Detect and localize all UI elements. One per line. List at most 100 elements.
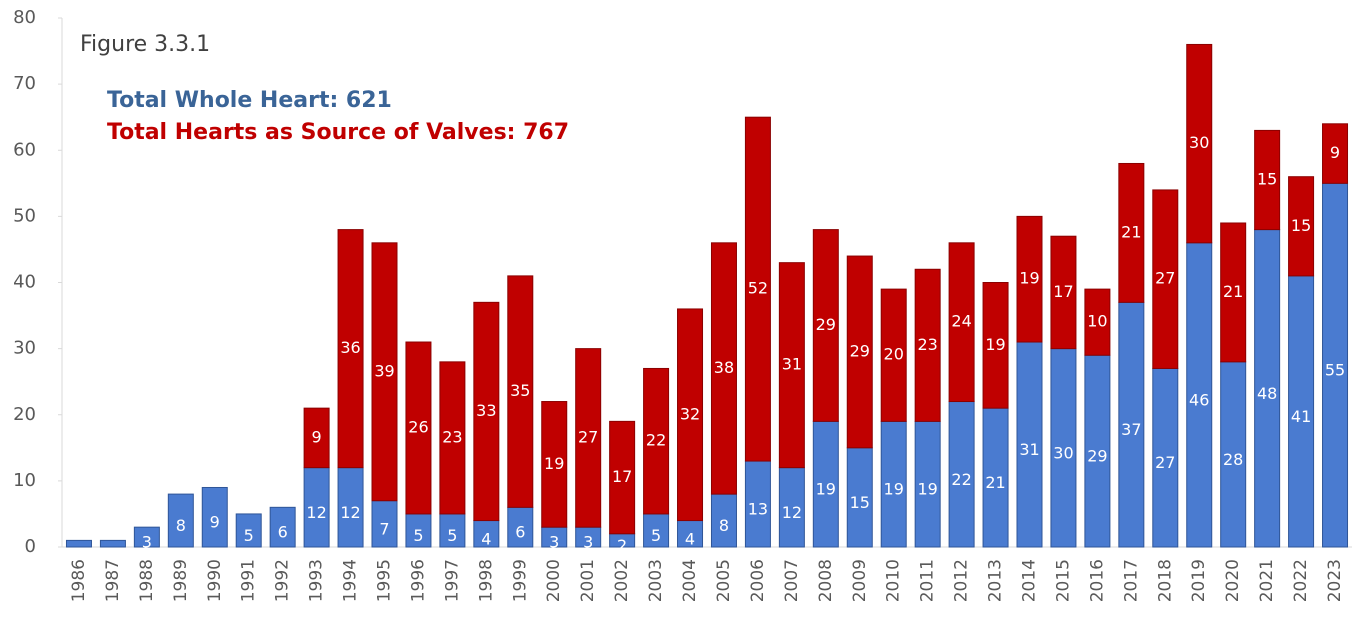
x-tick-label: 2011 (918, 559, 938, 602)
y-tick-label: 40 (13, 272, 36, 293)
data-label: 39 (374, 361, 394, 380)
bar-segment (1084, 354, 1111, 548)
data-label: 6 (278, 523, 288, 542)
x-tick-label: 1998 (476, 559, 496, 602)
data-label: 3 (142, 533, 152, 552)
bar-segment (1254, 129, 1281, 231)
x-tick-label: 2012 (952, 559, 972, 602)
x-tick-label: 1990 (205, 559, 225, 602)
data-label: 9 (210, 513, 220, 532)
data-label: 46 (1189, 390, 1209, 409)
x-tick-label: 1995 (375, 559, 395, 602)
bar-segment (914, 420, 941, 548)
bar-segment (1322, 123, 1349, 184)
data-label: 23 (917, 335, 937, 354)
bar-segment (201, 486, 228, 548)
x-tick-label: 2016 (1087, 559, 1107, 602)
data-label: 19 (544, 454, 564, 473)
bar-segment (1186, 43, 1213, 244)
bar-segment (133, 526, 160, 548)
x-tick-label: 1997 (442, 559, 462, 602)
bar-segment (371, 242, 398, 502)
y-tick-label: 0 (25, 536, 36, 557)
bar-segment (710, 242, 737, 495)
data-label: 17 (612, 467, 632, 486)
data-label: 5 (413, 526, 423, 545)
bar-segment (167, 493, 194, 548)
data-label: 9 (312, 427, 322, 446)
data-label: 21 (985, 473, 1005, 492)
annotation: Total Hearts as Source of Valves: 767 (107, 120, 569, 145)
bar-segment (948, 242, 975, 403)
data-label: 17 (1053, 282, 1073, 301)
y-tick-label: 80 (13, 7, 36, 28)
data-label: 8 (719, 516, 729, 535)
data-label: 15 (850, 493, 870, 512)
x-tick-label: 2015 (1053, 559, 1073, 602)
bar-segment (846, 447, 873, 548)
bar-segment (1050, 348, 1077, 548)
y-tick-label: 30 (13, 338, 36, 359)
bar-segment (303, 467, 330, 548)
y-tick-label: 50 (13, 205, 36, 226)
bar-segment (778, 262, 805, 469)
data-label: 27 (578, 427, 598, 446)
data-label: 41 (1291, 407, 1311, 426)
annotation: Total Whole Heart: 621 (107, 88, 392, 113)
data-label: 10 (1087, 312, 1107, 331)
bar-segment (371, 500, 398, 548)
x-tick-label: 1986 (69, 559, 89, 602)
bar-segment (846, 255, 873, 449)
bar-segment (99, 539, 126, 548)
bar-segment (1220, 361, 1247, 548)
data-label: 31 (782, 355, 802, 374)
data-label: 37 (1121, 420, 1141, 439)
data-label: 3 (549, 533, 559, 552)
data-label: 22 (951, 470, 971, 489)
bar-segment (812, 229, 839, 422)
data-label: 7 (379, 519, 389, 538)
data-label: 26 (408, 417, 428, 436)
x-tick-label: 1994 (341, 559, 361, 602)
data-label: 55 (1325, 361, 1345, 380)
data-label: 31 (1019, 440, 1039, 459)
bar-segment (1118, 301, 1145, 548)
x-tick-label: 2000 (544, 559, 564, 602)
bar-segment (337, 229, 364, 469)
data-label: 21 (1121, 222, 1141, 241)
bar-segment (1186, 242, 1213, 548)
data-label: 33 (476, 401, 496, 420)
x-tick-label: 2010 (884, 559, 904, 602)
bar-segment (473, 301, 500, 522)
bar-segment (1288, 176, 1315, 277)
bar-segment (812, 420, 839, 548)
data-label: 23 (442, 427, 462, 446)
data-label: 12 (306, 503, 326, 522)
data-label: 4 (685, 529, 695, 548)
data-label: 24 (951, 312, 971, 331)
x-tick-label: 2019 (1189, 559, 1209, 602)
data-label: 19 (985, 335, 1005, 354)
bar-segment (235, 513, 262, 548)
bar-segment (65, 539, 92, 548)
x-tick-label: 2002 (612, 559, 632, 602)
bar-segment (1254, 229, 1281, 548)
x-tick-label: 2017 (1121, 559, 1141, 602)
data-label: 6 (515, 523, 525, 542)
bar-segment (880, 288, 907, 422)
data-label: 22 (646, 431, 666, 450)
x-tick-label: 2018 (1155, 559, 1175, 602)
bar-segment (473, 520, 500, 548)
bar-segment (914, 268, 941, 422)
data-label: 19 (917, 480, 937, 499)
data-label: 27 (1155, 453, 1175, 472)
bar-segment (337, 467, 364, 548)
data-label: 29 (1087, 447, 1107, 466)
data-label: 32 (680, 404, 700, 423)
bar-segment (439, 513, 466, 548)
bar-segment (1084, 288, 1111, 356)
data-label: 48 (1257, 384, 1277, 403)
data-label: 36 (340, 338, 360, 357)
bar-segment (507, 506, 534, 548)
chart-title: Figure 3.3.1 (80, 32, 210, 57)
